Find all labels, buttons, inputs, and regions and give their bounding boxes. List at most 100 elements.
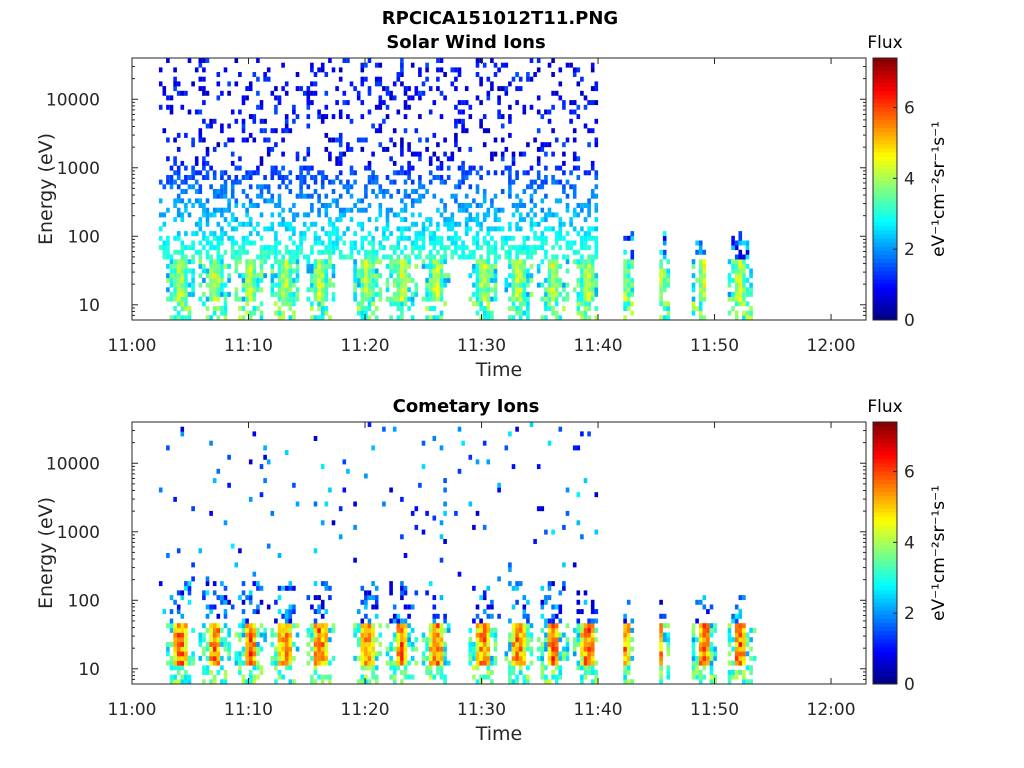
flux-cell — [486, 273, 491, 279]
flux-cell — [425, 189, 429, 194]
x-tick-label: 11:50 — [690, 336, 739, 356]
flux-cell — [202, 277, 206, 283]
flux-cell — [338, 156, 343, 162]
flux-cell — [526, 254, 530, 260]
flux-cell — [364, 189, 368, 194]
flux-cell — [274, 310, 278, 316]
flux-cell — [317, 646, 321, 652]
flux-cell — [400, 67, 404, 73]
flux-cell — [371, 637, 375, 643]
flux-cell — [418, 198, 422, 204]
flux-cell — [551, 651, 555, 657]
flux-cell — [511, 212, 516, 218]
flux-cell — [738, 609, 743, 615]
flux-cell — [403, 128, 408, 134]
flux-cell — [594, 618, 599, 624]
flux-cell — [270, 655, 275, 661]
flux-cell — [583, 632, 588, 638]
flux-cell — [698, 679, 703, 684]
flux-cell — [248, 646, 253, 652]
flux-cell — [169, 179, 174, 185]
flux-cell — [205, 641, 210, 647]
flux-cell — [511, 179, 516, 185]
flux-cell — [191, 291, 195, 297]
colorbar-swatch — [873, 189, 897, 194]
flux-cell — [353, 632, 357, 638]
flux-cell — [259, 277, 264, 283]
flux-cell — [580, 235, 584, 241]
flux-cell — [515, 679, 519, 684]
flux-cell — [313, 651, 318, 657]
flux-cell — [248, 623, 253, 629]
flux-cell — [695, 277, 699, 283]
flux-cell — [396, 618, 401, 624]
flux-cell — [371, 632, 375, 638]
flux-cell — [576, 301, 581, 307]
flux-cell — [371, 175, 375, 180]
flux-cell — [324, 627, 329, 633]
colorbar-swatch — [873, 671, 897, 677]
flux-cell — [166, 445, 170, 451]
flux-cell — [292, 240, 296, 246]
flux-cell — [490, 655, 494, 661]
flux-cell — [698, 273, 703, 279]
flux-cell — [518, 282, 523, 288]
flux-cell — [292, 254, 296, 260]
flux-cell — [626, 282, 631, 288]
flux-cell — [238, 548, 242, 554]
flux-cell — [209, 655, 213, 661]
flux-cell — [515, 637, 519, 643]
flux-cell — [284, 245, 289, 251]
flux-cell — [331, 137, 336, 143]
x-tick-label: 11:30 — [457, 336, 506, 356]
flux-cell — [554, 604, 559, 610]
colorbar-swatch — [873, 573, 897, 578]
flux-cell — [389, 254, 393, 260]
flux-cell — [738, 301, 743, 307]
flux-cell — [162, 212, 167, 218]
flux-cell — [497, 217, 501, 223]
flux-cell — [310, 627, 314, 633]
flux-cell — [306, 146, 311, 152]
flux-cell — [403, 104, 408, 110]
flux-cell — [691, 282, 696, 288]
flux-cell — [522, 674, 527, 680]
flux-cell — [508, 249, 512, 255]
flux-cell — [515, 651, 519, 657]
flux-cell — [176, 590, 181, 596]
flux-cell — [360, 674, 365, 680]
flux-cell — [522, 287, 527, 293]
flux-cell — [522, 301, 527, 307]
flux-cell — [558, 263, 563, 269]
flux-cell — [256, 104, 260, 110]
flux-cell — [173, 137, 177, 143]
flux-cell — [659, 660, 663, 666]
flux-cell — [328, 137, 332, 143]
flux-cell — [454, 240, 458, 246]
flux-cell — [508, 118, 512, 124]
flux-cell — [576, 114, 581, 120]
flux-cell — [400, 296, 404, 302]
flux-cell — [364, 473, 368, 479]
flux-cell — [572, 72, 577, 77]
flux-cell — [558, 179, 563, 185]
flux-cell — [583, 123, 588, 129]
flux-cell — [310, 604, 314, 610]
flux-cell — [702, 651, 707, 657]
flux-cell — [252, 609, 257, 615]
flux-cell — [576, 104, 581, 110]
flux-cell — [346, 179, 350, 185]
flux-cell — [360, 259, 365, 265]
flux-cell — [400, 217, 404, 223]
flux-cell — [270, 128, 275, 134]
flux-cell — [295, 501, 300, 507]
flux-cell — [691, 655, 696, 661]
flux-cell — [205, 207, 210, 213]
flux-cell — [482, 637, 487, 643]
flux-cell — [583, 296, 588, 302]
colorbar-swatch — [873, 499, 897, 505]
flux-cell — [180, 674, 185, 680]
flux-cell — [223, 142, 228, 148]
flux-cell — [173, 623, 177, 629]
flux-cell — [450, 212, 455, 218]
